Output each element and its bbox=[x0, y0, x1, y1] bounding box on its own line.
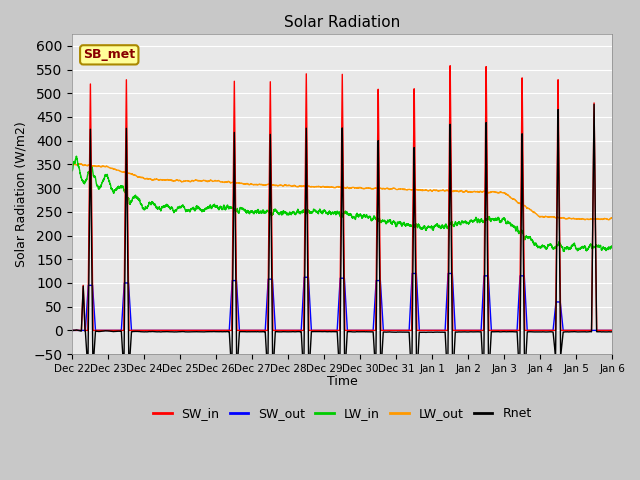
SW_in bbox=[586, 327, 593, 333]
SW_in bbox=[608, 327, 616, 333]
Rnet bbox=[252, 329, 260, 335]
SW_out bbox=[408, 271, 416, 276]
SW_in bbox=[252, 327, 260, 333]
LW_in bbox=[463, 220, 471, 226]
SW_in bbox=[68, 327, 76, 333]
SW_out bbox=[579, 327, 587, 333]
Title: Solar Radiation: Solar Radiation bbox=[284, 15, 401, 30]
Text: SB_met: SB_met bbox=[83, 48, 135, 61]
LW_in bbox=[579, 243, 587, 249]
LW_out bbox=[586, 216, 593, 222]
Line: Rnet: Rnet bbox=[72, 104, 612, 382]
Line: LW_out: LW_out bbox=[72, 164, 612, 220]
Rnet bbox=[413, 379, 420, 385]
LW_in bbox=[586, 244, 593, 250]
SW_out bbox=[463, 327, 471, 333]
Rnet bbox=[579, 329, 587, 335]
SW_out bbox=[478, 308, 486, 313]
Line: SW_in: SW_in bbox=[72, 66, 612, 330]
LW_in bbox=[560, 249, 568, 254]
X-axis label: Time: Time bbox=[327, 375, 358, 388]
SW_in bbox=[446, 63, 454, 69]
LW_out bbox=[252, 181, 260, 187]
Legend: SW_in, SW_out, LW_in, LW_out, Rnet: SW_in, SW_out, LW_in, LW_out, Rnet bbox=[148, 402, 536, 425]
LW_in bbox=[608, 243, 616, 249]
LW_in bbox=[252, 208, 260, 214]
SW_out bbox=[324, 327, 332, 333]
LW_out bbox=[324, 184, 332, 190]
LW_out bbox=[76, 161, 83, 167]
LW_in bbox=[68, 168, 76, 174]
Y-axis label: Solar Radiation (W/m2): Solar Radiation (W/m2) bbox=[15, 121, 28, 267]
SW_in bbox=[579, 327, 587, 333]
SW_in bbox=[463, 327, 471, 333]
SW_out bbox=[586, 327, 593, 333]
LW_out bbox=[463, 188, 471, 194]
SW_in bbox=[324, 327, 332, 333]
LW_out bbox=[478, 189, 486, 195]
Rnet bbox=[324, 329, 332, 335]
Rnet bbox=[608, 329, 616, 335]
LW_in bbox=[324, 211, 332, 217]
LW_in bbox=[72, 154, 80, 159]
LW_out bbox=[605, 217, 612, 223]
LW_out bbox=[579, 216, 587, 222]
Rnet bbox=[463, 329, 471, 335]
Line: SW_out: SW_out bbox=[72, 274, 612, 330]
LW_out bbox=[68, 162, 76, 168]
Rnet bbox=[68, 328, 76, 334]
SW_in bbox=[478, 327, 486, 333]
Line: LW_in: LW_in bbox=[72, 156, 612, 252]
SW_out bbox=[68, 327, 76, 333]
Rnet bbox=[590, 101, 598, 107]
SW_out bbox=[608, 327, 616, 333]
LW_in bbox=[478, 218, 486, 224]
Rnet bbox=[586, 329, 593, 335]
SW_out bbox=[252, 327, 260, 333]
Rnet bbox=[478, 349, 486, 355]
LW_out bbox=[608, 215, 616, 221]
